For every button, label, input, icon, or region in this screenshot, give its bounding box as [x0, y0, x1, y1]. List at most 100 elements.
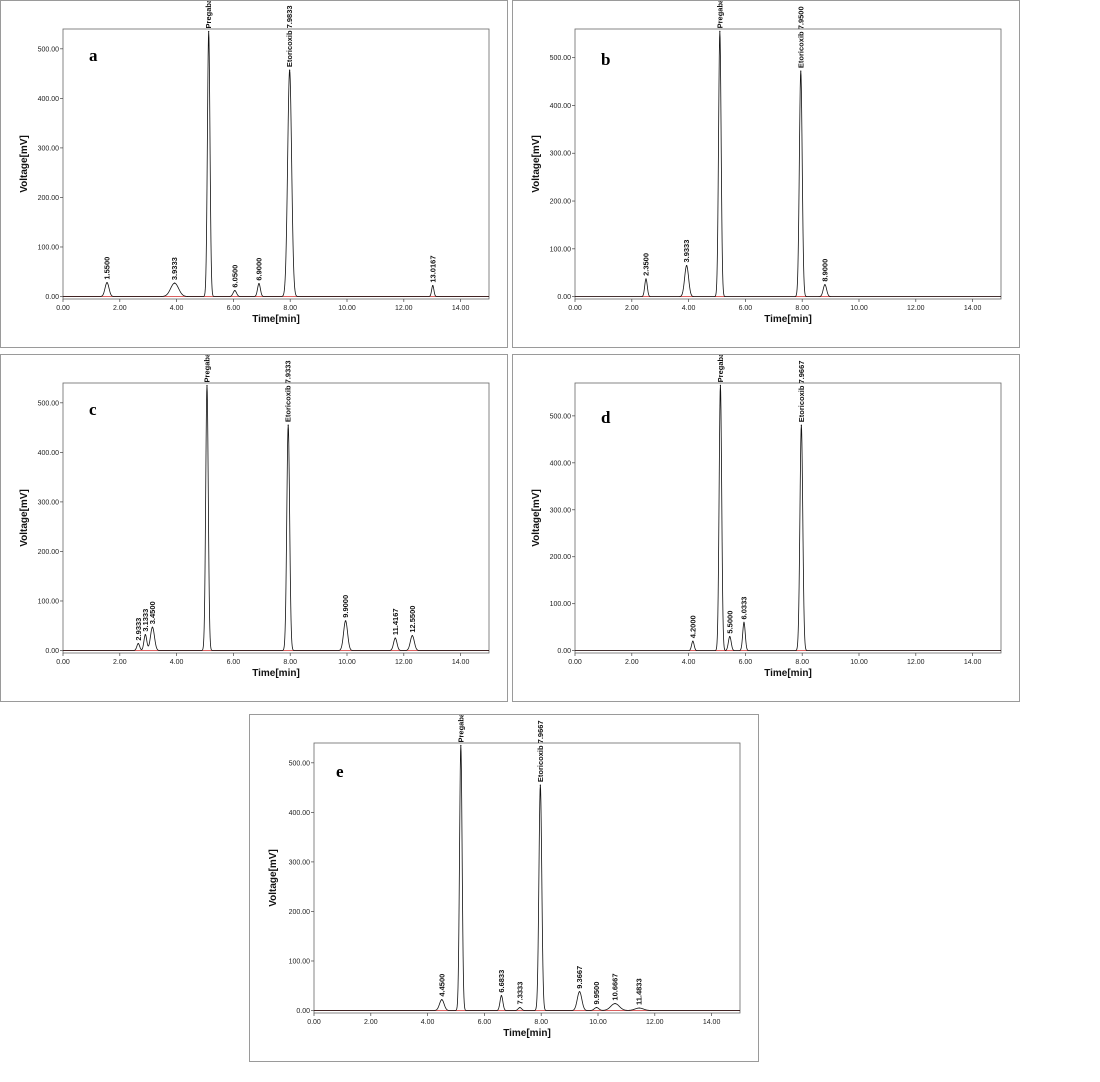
- peak-apex: [289, 69, 291, 71]
- peak-label: 4.2000: [688, 615, 697, 638]
- peak-label: 6.0500: [230, 265, 239, 288]
- x-tick-label: 8.00: [534, 1019, 548, 1026]
- chromatogram-trace: [575, 385, 1001, 652]
- peak-label: Pregabalin 5.0667: [202, 355, 211, 382]
- chromatogram-trace: [314, 745, 740, 1011]
- x-tick-label: 14.00: [964, 659, 982, 666]
- x-axis-title: Time[min]: [764, 668, 812, 679]
- y-tick-label: 500.00: [550, 55, 572, 62]
- peak-label: 12.5500: [408, 606, 417, 633]
- x-tick-label: 4.00: [682, 305, 696, 312]
- x-tick-label: 14.00: [703, 1019, 721, 1026]
- peak-apex: [394, 637, 396, 639]
- peak-label: Etoricoxib 7.9667: [536, 720, 545, 782]
- x-tick-label: 2.00: [364, 1019, 378, 1026]
- chromatogram-trace: [63, 31, 489, 297]
- y-tick-label: 200.00: [38, 549, 60, 556]
- peak-label: 2.9333: [134, 618, 143, 641]
- peak-apex: [595, 1006, 598, 1009]
- x-tick-label: 8.00: [283, 305, 297, 312]
- x-tick-label: 8.00: [283, 659, 297, 666]
- peak-label: Etoricoxib 7.9333: [284, 360, 293, 422]
- y-axis-title: Voltage[mV]: [531, 135, 542, 193]
- y-tick-label: 0.00: [45, 648, 59, 655]
- peak-label: Pregabalin 5.1000: [715, 1, 724, 28]
- peak-label: 3.9333: [682, 240, 691, 263]
- y-tick-label: 0.00: [557, 648, 571, 655]
- peak-apex: [719, 384, 722, 386]
- x-tick-label: 10.00: [850, 305, 868, 312]
- peak-apex: [519, 1006, 521, 1009]
- x-tick-label: 4.00: [170, 659, 184, 666]
- x-tick-label: 6.00: [227, 659, 241, 666]
- peak-label: 3.1333: [141, 609, 150, 632]
- peak-label: 11.4167: [391, 608, 400, 635]
- peak-label: Etoricoxib 7.9500: [796, 6, 805, 68]
- peak-apex: [234, 289, 236, 292]
- peak-apex: [208, 30, 210, 33]
- x-tick-label: 4.00: [170, 305, 184, 312]
- x-tick-label: 12.00: [907, 659, 925, 666]
- peak-apex: [800, 70, 802, 72]
- x-tick-label: 6.00: [227, 305, 241, 312]
- y-tick-label: 500.00: [289, 760, 311, 767]
- y-tick-label: 400.00: [550, 460, 572, 467]
- chromatogram-trace: [575, 31, 1001, 298]
- y-tick-label: 300.00: [289, 859, 311, 866]
- peak-apex: [344, 620, 347, 622]
- peak-apex: [638, 1007, 640, 1009]
- x-tick-label: 6.00: [739, 659, 753, 666]
- panel-letter: b: [601, 50, 610, 69]
- peak-label: 6.6833: [497, 970, 506, 993]
- y-tick-label: 200.00: [38, 195, 60, 202]
- chromatogram-b: 0.00 2.00 4.00 6.00 8.00 10.00 12.00 14.00 0.00 1…: [531, 1, 1002, 325]
- x-tick-label: 2.00: [625, 659, 639, 666]
- peak-apex: [106, 282, 108, 284]
- y-tick-label: 300.00: [550, 507, 572, 514]
- x-tick-label: 8.00: [795, 659, 809, 666]
- panel-letter: e: [336, 762, 344, 781]
- x-tick-label: 0.00: [307, 1019, 321, 1026]
- y-tick-label: 100.00: [38, 598, 60, 605]
- y-axis-title: Voltage[mV]: [268, 849, 279, 907]
- x-tick-label: 6.00: [739, 305, 753, 312]
- x-tick-label: 8.00: [795, 305, 809, 312]
- peak-apex: [441, 999, 443, 1001]
- y-tick-label: 200.00: [550, 554, 572, 561]
- plot-frame: [574, 382, 1002, 654]
- peak-apex: [719, 30, 721, 32]
- chromatogram-a: 0.00 2.00 4.00 6.00 8.00 10.00 12.00 14.00 0.00 1…: [19, 1, 490, 325]
- y-tick-label: 400.00: [289, 810, 311, 817]
- y-tick-label: 400.00: [38, 450, 60, 457]
- plot-frame: [313, 742, 741, 1014]
- plot-frame: [62, 382, 490, 654]
- x-tick-label: 0.00: [568, 305, 582, 312]
- peak-label: 3.4500: [148, 601, 157, 624]
- x-tick-label: 10.00: [589, 1019, 607, 1026]
- y-axis-title: Voltage[mV]: [531, 489, 542, 547]
- x-tick-label: 10.00: [850, 659, 868, 666]
- x-tick-label: 14.00: [452, 659, 470, 666]
- chromatogram-e: 0.00 2.00 4.00 6.00 8.00 10.00 12.00 14.00 0.00 1…: [268, 715, 741, 1039]
- y-tick-label: 400.00: [550, 103, 572, 110]
- peak-apex: [151, 626, 154, 628]
- plot-frame: [574, 28, 1002, 300]
- peak-apex: [144, 634, 146, 636]
- peak-label: Pregabalin 5.1667: [456, 715, 465, 742]
- peak-label: 1.5500: [103, 257, 112, 280]
- y-tick-label: 200.00: [289, 909, 311, 916]
- peak-label: Pregabalin 5.1167: [716, 355, 725, 382]
- chromatogram-panel-e: 0.00 2.00 4.00 6.00 8.00 10.00 12.00 14.00 0.00 1…: [249, 714, 759, 1062]
- y-axis-title: Voltage[mV]: [19, 135, 30, 193]
- plot-frame: [62, 28, 490, 300]
- x-axis-title: Time[min]: [252, 668, 300, 679]
- peak-apex: [800, 424, 802, 426]
- x-tick-label: 6.00: [478, 1019, 492, 1026]
- peak-apex: [137, 642, 139, 645]
- peak-apex: [500, 995, 503, 997]
- x-tick-label: 10.00: [338, 659, 356, 666]
- panel-letter: a: [89, 46, 98, 65]
- peak-apex: [729, 635, 731, 638]
- y-axis-title: Voltage[mV]: [19, 489, 30, 547]
- peak-apex: [174, 282, 176, 284]
